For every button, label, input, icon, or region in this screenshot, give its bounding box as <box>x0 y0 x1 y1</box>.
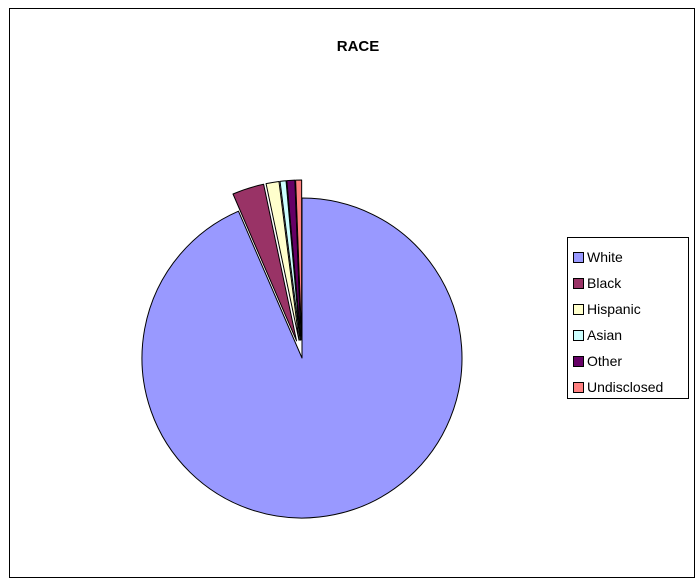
pie-slice-other <box>286 179 302 341</box>
legend-swatch <box>573 303 584 315</box>
legend-label: Asian <box>587 327 623 343</box>
pie-slice-undisclosed <box>295 179 303 341</box>
legend-item-asian: Asian <box>573 322 688 348</box>
legend-swatch <box>573 355 584 367</box>
legend-item-black: Black <box>573 270 688 296</box>
legend-swatch <box>573 329 584 341</box>
pie-slice-asian <box>279 180 301 341</box>
pie-slice-black <box>232 183 298 342</box>
chart-title: RACE <box>336 38 380 55</box>
legend-label: Black <box>587 275 622 291</box>
legend-label: Undisclosed <box>587 379 664 395</box>
pie-slice-hispanic <box>265 181 300 341</box>
legend-swatch <box>573 251 584 263</box>
legend-label: Other <box>587 353 623 369</box>
pie-slice-white <box>141 197 463 519</box>
legend-item-undisclosed: Undisclosed <box>573 374 688 400</box>
legend-item-hispanic: Hispanic <box>573 296 688 322</box>
legend: White Black Hispanic Asian Other Undisclosed <box>567 237 689 399</box>
legend-swatch <box>573 381 584 393</box>
legend-swatch <box>573 277 584 289</box>
legend-label: White <box>587 249 623 265</box>
pie-slices <box>141 179 463 519</box>
legend-item-white: White <box>573 244 688 270</box>
legend-item-other: Other <box>573 348 688 374</box>
legend-label: Hispanic <box>587 301 641 317</box>
